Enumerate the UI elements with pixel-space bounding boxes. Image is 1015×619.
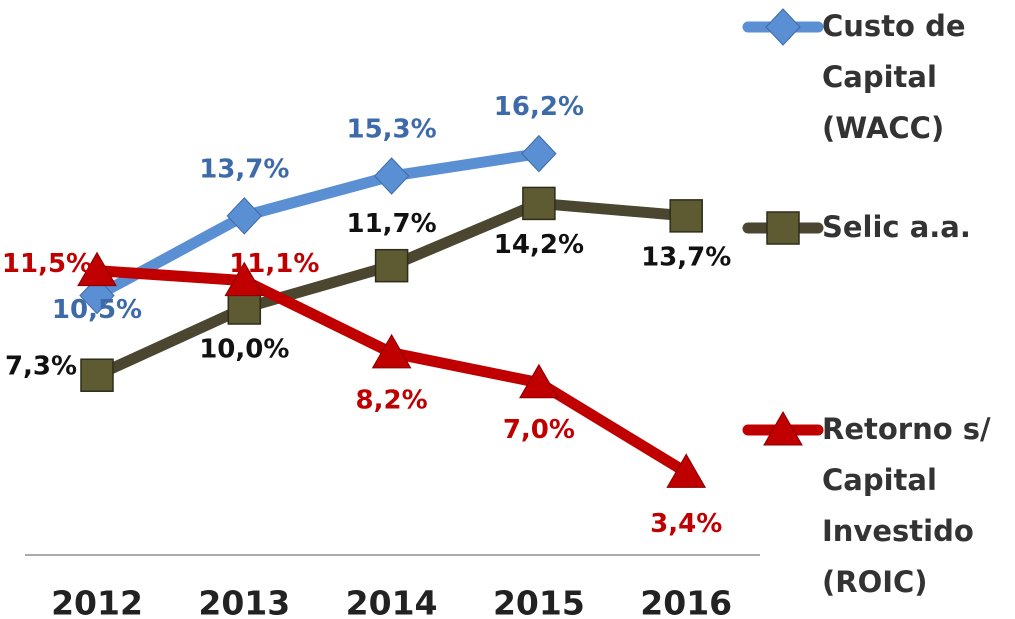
marker: [765, 8, 801, 46]
x-tick-label: 2013: [198, 584, 290, 619]
series-line: [96, 265, 690, 478]
marker: [373, 157, 410, 195]
data-label: 16,2%: [494, 92, 584, 122]
marker: [77, 251, 117, 287]
marker: [226, 197, 262, 235]
marker: [371, 333, 412, 369]
legend-label: Custo de Capital (WACC): [822, 9, 966, 145]
marker: [519, 363, 559, 399]
data-label: 8,2%: [356, 385, 428, 415]
marker: [666, 453, 707, 488]
data-label: 15,3%: [346, 115, 436, 145]
marker: [79, 276, 115, 315]
data-label: 10,0%: [199, 335, 289, 365]
data-label: 10,5%: [52, 295, 142, 325]
data-label: 3,4%: [650, 509, 722, 539]
marker: [669, 199, 703, 233]
marker: [521, 134, 557, 173]
legend-label: Selic a.a.: [822, 210, 971, 244]
series-line: [94, 148, 540, 301]
x-tick-label: 2016: [640, 584, 732, 619]
data-label: 11,5%: [2, 249, 92, 279]
data-label: 11,1%: [229, 249, 319, 279]
data-label: 14,2%: [494, 230, 584, 260]
marker: [224, 261, 265, 297]
data-label: 7,0%: [503, 415, 575, 445]
marker: [374, 248, 409, 283]
legend-label: Retorno s/ Capital Investido (ROIC): [822, 412, 991, 599]
data-label: 13,7%: [641, 242, 731, 272]
marker: [763, 410, 803, 446]
marker: [227, 291, 262, 325]
marker: [80, 358, 114, 392]
marker: [522, 186, 556, 221]
x-tick-label: 2014: [346, 584, 438, 619]
data-label: 13,7%: [199, 154, 289, 184]
x-tick-label: 2015: [493, 584, 585, 619]
x-tick-label: 2012: [51, 584, 143, 619]
data-label: 7,3%: [5, 352, 77, 382]
marker: [766, 211, 800, 245]
data-label: 11,7%: [346, 209, 436, 239]
